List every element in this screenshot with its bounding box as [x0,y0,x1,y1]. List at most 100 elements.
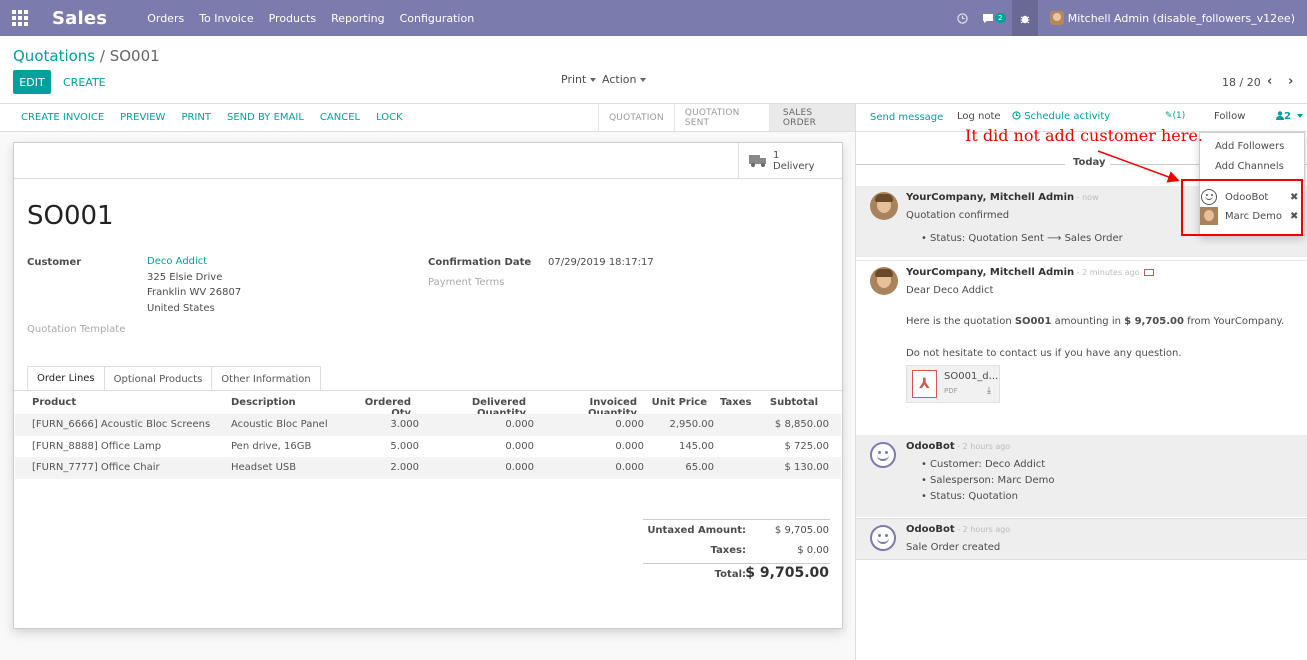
follower-avatar [1200,207,1218,225]
message-author[interactable]: OdooBot - 2 hours ago [906,524,1011,535]
schedule-activity-button[interactable]: Schedule activity [1012,111,1110,122]
author-avatar[interactable] [870,267,898,295]
breadcrumb-separator: / [95,47,110,65]
line-price: 145.00 [679,441,714,452]
line-description: Pen drive, 16GB [231,441,312,452]
column-header-product[interactable]: Product [32,397,77,408]
odoobot-avatar[interactable] [870,525,896,551]
user-icon [1276,111,1284,120]
breadcrumb-quotations[interactable]: Quotations [13,47,96,65]
table-row[interactable]: [FURN_8888] Office Lamp Pen drive, 16GB … [15,436,841,458]
line-subtotal: $ 8,850.00 [774,419,829,430]
create-invoice-button[interactable]: CREATE INVOICE [21,112,105,123]
taxes-label: Taxes: [710,545,746,556]
breadcrumb: Quotations / SO001 [13,47,160,65]
column-header-subtotal[interactable]: Subtotal [769,397,818,408]
menu-reporting[interactable]: Reporting [331,11,385,25]
column-header-taxes[interactable]: Taxes [720,397,752,408]
menu-orders[interactable]: Orders [147,11,185,25]
action-dropdown[interactable]: Action [602,73,647,86]
message-author[interactable]: OdooBot - 2 hours ago [906,441,1011,452]
follower-name[interactable]: OdooBot [1225,192,1269,203]
chatter-divider [856,131,1307,132]
stage-quotation[interactable]: QUOTATION [598,104,674,131]
tab-other-information[interactable]: Other Information [211,366,321,391]
tracking-value: Status: Quotation Sent ⟶ Sales Order [921,233,1123,244]
menu-configuration[interactable]: Configuration [399,11,475,25]
log-note-button[interactable]: Log note [957,111,1001,122]
column-header-delivered-qty[interactable]: Delivered Quantity [471,397,526,419]
author-avatar[interactable] [870,192,898,220]
tab-optional-products[interactable]: Optional Products [103,366,213,391]
tracking-value: Customer: Deco Addict [921,459,1045,470]
user-avatar [1049,11,1064,25]
taxes-value: $ 0.00 [797,545,829,556]
user-menu[interactable]: Mitchell Admin (disable_followers_v12ee) [1038,11,1307,25]
message-body-2: Do not hesitate to contact us if you hav… [906,348,1182,359]
print-dropdown[interactable]: Print [561,73,597,86]
attachment-card[interactable]: ⅄ SO001_d... PDF ⤓ [906,365,1000,403]
cancel-button[interactable]: CANCEL [319,112,361,123]
column-header-invoiced-qty[interactable]: Invoiced Quantity [588,397,637,419]
menu-to-invoice[interactable]: To Invoice [199,11,254,25]
follower-name[interactable]: Marc Demo [1225,211,1283,222]
create-button[interactable]: CREATE [63,76,106,89]
column-header-unit-price[interactable]: Unit Price [651,397,707,408]
stage-quotation-sent[interactable]: QUOTATION SENT [673,104,769,131]
line-invoiced: 0.000 [615,419,644,430]
remove-follower-icon[interactable]: ✖ [1290,192,1299,203]
table-row[interactable]: [FURN_7777] Office Chair Headset USB 2.0… [15,457,841,479]
table-row[interactable]: [FURN_6666] Acoustic Bloc Screens Acoust… [15,414,841,436]
quotation-template-label: Quotation Template [27,324,126,335]
message-time: - now [1074,193,1099,202]
followers-button[interactable]: 2 [1276,111,1303,122]
column-header-description[interactable]: Description [231,397,296,408]
customer-label: Customer [27,257,82,268]
column-header-ordered-qty[interactable]: Ordered Qty [364,397,411,419]
download-icon[interactable]: ⤓ [987,386,991,396]
messaging-button[interactable]: 2 [976,0,1012,36]
message-author[interactable]: YourCompany, Mitchell Admin - now [906,192,1099,203]
menu-products[interactable]: Products [268,11,317,25]
tab-order-lines[interactable]: Order Lines [27,366,105,391]
edit-button[interactable]: EDIT [13,70,51,94]
print-button[interactable]: PRINT [181,112,211,123]
attachments-button[interactable]: ✎(1) [1165,111,1185,121]
odoobot-avatar [1201,189,1217,205]
apps-menu-button[interactable] [0,0,40,36]
untaxed-amount-label: Untaxed Amount: [647,525,746,536]
pager-value[interactable]: 18 / 20 [1222,76,1261,89]
line-product: [FURN_6666] Acoustic Bloc Screens [32,419,211,430]
line-ordered: 5.000 [390,441,419,452]
customer-link[interactable]: Deco Addict [147,256,208,267]
app-name: Sales [52,7,108,29]
total-label: Total: [714,569,746,580]
top-navbar: Sales Orders To Invoice Products Reporti… [0,0,1307,36]
odoobot-avatar[interactable] [870,442,896,468]
preview-button[interactable]: PREVIEW [120,112,166,123]
statusbar-actions: CREATE INVOICE PREVIEW PRINT SEND BY EMA… [21,112,419,123]
untaxed-amount-value: $ 9,705.00 [774,525,829,536]
delivery-count: 1 [773,149,780,161]
activity-button[interactable] [950,0,976,36]
delivery-smart-button[interactable]: 1 Delivery [738,143,842,178]
add-followers-option[interactable]: Add Followers [1215,141,1285,152]
message-author[interactable]: YourCompany, Mitchell Admin - 2 minutes … [906,267,1154,278]
debug-button[interactable] [1011,0,1038,36]
totals-divider [643,563,830,564]
line-delivered: 0.000 [505,441,534,452]
send-by-email-button[interactable]: SEND BY EMAIL [226,112,304,123]
confirmation-date-label: Confirmation Date [428,257,532,268]
send-message-button[interactable]: Send message [870,112,944,123]
add-channels-option[interactable]: Add Channels [1215,161,1284,172]
follow-button[interactable]: Follow [1214,111,1246,122]
stage-sales-order[interactable]: SALES ORDER [768,104,855,131]
message-time: - 2 minutes ago [1074,268,1140,277]
pager-next-button[interactable]: › [1288,74,1294,89]
attachment-name: SO001_d... [944,371,999,382]
pager-previous-button[interactable]: ‹ [1267,74,1273,89]
remove-follower-icon[interactable]: ✖ [1290,211,1299,222]
message-greeting: Dear Deco Addict [906,285,994,296]
lock-button[interactable]: LOCK [376,112,403,123]
line-invoiced: 0.000 [615,441,644,452]
